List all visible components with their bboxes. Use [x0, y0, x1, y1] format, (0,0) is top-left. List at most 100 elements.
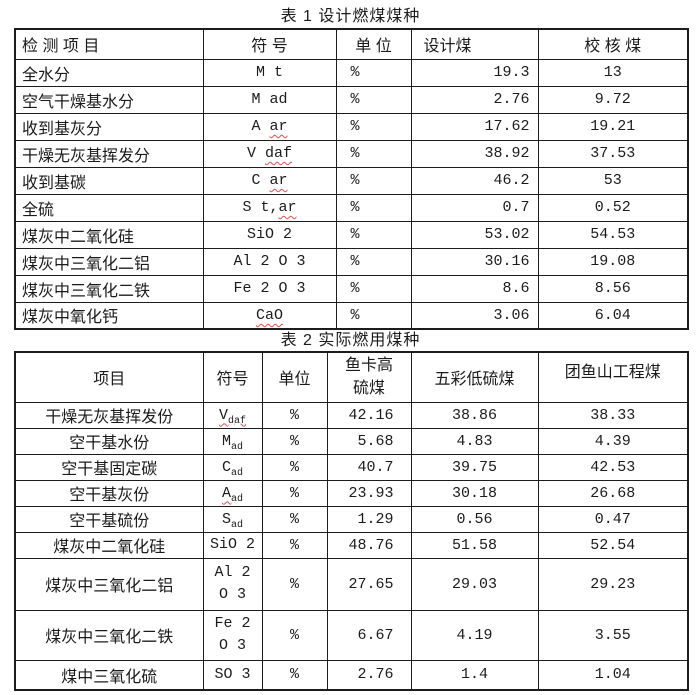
- cell-design-value: 19.3: [410, 58, 539, 87]
- cell-yuka-value: 5.68: [326, 427, 412, 455]
- cell-symbol: Al 2 O 3: [202, 247, 337, 276]
- cell-symbol: SiO 2: [202, 220, 337, 249]
- cell-yuka-value: 6.67: [326, 609, 412, 661]
- cell-unit: %: [335, 166, 412, 195]
- cell-wucai-value: 1.4: [410, 659, 539, 691]
- table1-title: 表 1 设计燃煤煤种: [280, 8, 421, 25]
- cell-unit: %: [335, 220, 412, 249]
- table2-header-row: 项目 符号 单位 鱼卡高 硫煤 五彩低硫煤 团鱼山工程煤: [14, 351, 689, 403]
- cell-symbol: Sad: [202, 505, 263, 533]
- table1-header-row: 检 测 项 目 符 号 单 位 设计煤 校 核 煤: [14, 28, 689, 60]
- cell-tuanyushan-value: 29.23: [537, 557, 689, 611]
- table-row: 煤灰中三氧化二铁 Fe 2 O 3 % 6.67 4.19 3.55: [14, 609, 689, 661]
- cell-unit: %: [335, 139, 412, 168]
- cell-unit: %: [261, 531, 328, 559]
- actual-coal-table: 项目 符号 单位 鱼卡高 硫煤 五彩低硫煤 团鱼山工程煤 干燥无灰基挥发份 Vd…: [14, 351, 689, 691]
- cell-wucai-value: 30.18: [410, 479, 539, 507]
- column-header-unit: 单 位: [335, 28, 412, 60]
- cell-symbol: CaO: [202, 301, 337, 330]
- symbol-subscript: ad: [231, 493, 244, 505]
- cell-unit: %: [261, 453, 328, 481]
- cell-check-value: 19.08: [537, 247, 689, 276]
- cell-item: 煤灰中三氧化二铁: [14, 274, 204, 303]
- cell-symbol: S t,ar: [202, 193, 337, 222]
- design-coal-table: 检 测 项 目 符 号 单 位 设计煤 校 核 煤 全水分 M t % 19.3…: [14, 28, 689, 330]
- cell-unit: %: [261, 557, 328, 611]
- cell-item: 空干基硫份: [14, 505, 204, 533]
- table-row: 煤灰中二氧化硅 SiO 2 % 53.02 54.53: [14, 220, 689, 249]
- cell-tuanyushan-value: 4.39: [537, 427, 689, 455]
- symbol-main: A: [221, 484, 231, 502]
- cell-unit: %: [335, 112, 412, 141]
- table-row: 煤中三氧化硫 SO 3 % 2.76 1.4 1.04: [14, 659, 689, 691]
- cell-item: 煤灰中氧化钙: [14, 301, 204, 330]
- cell-check-value: 37.53: [537, 139, 689, 168]
- symbol-main: S: [221, 510, 231, 528]
- cell-symbol: Aad: [202, 479, 263, 507]
- table-row: 空干基硫份 Sad % 1.29 0.56 0.47: [14, 505, 689, 533]
- symbol-subscript: ad: [231, 467, 244, 479]
- cell-yuka-value: 1.29: [326, 505, 412, 533]
- table-row: 煤灰中氧化钙 CaO % 3.06 6.04: [14, 301, 689, 330]
- cell-tuanyushan-value: 1.04: [537, 659, 689, 691]
- cell-tuanyushan-value: 0.47: [537, 505, 689, 533]
- cell-item: 收到基灰分: [14, 112, 204, 141]
- table-row: 干燥无灰基挥发份 Vdaf % 42.16 38.86 38.33: [14, 401, 689, 429]
- cell-symbol: Fe 2 O 3: [202, 274, 337, 303]
- symbol-main: M: [221, 432, 231, 450]
- cell-symbol: Fe 2 O 3: [202, 609, 263, 661]
- table-row: 煤灰中三氧化二铝 Al 2 O 3 % 30.16 19.08: [14, 247, 689, 276]
- cell-item: 全硫: [14, 193, 204, 222]
- symbol-misspelled-text: Vdaf: [219, 407, 247, 427]
- cell-symbol: M t: [202, 58, 337, 87]
- symbol-text: Fe 2 O 3: [233, 280, 306, 297]
- cell-unit: %: [335, 301, 412, 330]
- column-header-symbol: 符 号: [202, 28, 337, 60]
- column-header-coal-yuka: 鱼卡高 硫煤: [326, 351, 412, 403]
- symbol-text: M ad: [251, 91, 288, 108]
- symbol-text: A: [251, 118, 270, 135]
- cell-yuka-value: 42.16: [326, 401, 412, 429]
- cell-unit: %: [261, 505, 328, 533]
- symbol-misspelled-text: CaO: [255, 306, 283, 324]
- symbol-misspelled-text: Aad: [221, 484, 244, 505]
- table2-title: 表 2 实际燃用煤种: [280, 332, 421, 349]
- column-header-unit: 单位: [261, 351, 328, 403]
- cell-unit: %: [335, 193, 412, 222]
- cell-tuanyushan-value: 52.54: [537, 531, 689, 559]
- cell-yuka-value: 27.65: [326, 557, 412, 611]
- cell-item: 煤灰中二氧化硅: [14, 220, 204, 249]
- cell-design-value: 38.92: [410, 139, 539, 168]
- cell-item: 干燥无灰基挥发分: [14, 139, 204, 168]
- cell-design-value: 30.16: [410, 247, 539, 276]
- cell-wucai-value: 38.86: [410, 401, 539, 429]
- table-row: 煤灰中三氧化二铝 Al 2 O 3 % 27.65 29.03 29.23: [14, 557, 689, 611]
- cell-item: 空干基固定碳: [14, 453, 204, 481]
- table-row: 全水分 M t % 19.3 13: [14, 58, 689, 87]
- symbol-text: V: [246, 145, 265, 162]
- cell-check-value: 13: [537, 58, 689, 87]
- column-header-coal-wucai: 五彩低硫煤: [410, 351, 539, 403]
- cell-item: 空气干燥基水分: [14, 85, 204, 114]
- cell-design-value: 2.76: [410, 85, 539, 114]
- cell-yuka-value: 23.93: [326, 479, 412, 507]
- cell-design-value: 3.06: [410, 301, 539, 330]
- cell-unit: %: [335, 247, 412, 276]
- cell-item: 煤灰中三氧化二铝: [14, 557, 204, 611]
- cell-design-value: 53.02: [410, 220, 539, 249]
- cell-symbol: M ad: [202, 85, 337, 114]
- cell-check-value: 8.56: [537, 274, 689, 303]
- table-row: 煤灰中三氧化二铁 Fe 2 O 3 % 8.6 8.56: [14, 274, 689, 303]
- cell-wucai-value: 4.83: [410, 427, 539, 455]
- symbol-misspelled-text: ar: [278, 199, 297, 216]
- symbol-main: C: [221, 458, 231, 476]
- column-header-design: 设计煤: [410, 28, 539, 60]
- symbol-subscript: ad: [231, 519, 244, 531]
- cell-design-value: 17.62: [410, 112, 539, 141]
- cell-item: 煤灰中三氧化二铝: [14, 247, 204, 276]
- table-row: 全硫 S t,ar % 0.7 0.52: [14, 193, 689, 222]
- column-header-symbol: 符号: [202, 351, 263, 403]
- table-row: 煤灰中二氧化硅 SiO 2 % 48.76 51.58 52.54: [14, 531, 689, 559]
- symbol-subscript: daf: [228, 415, 247, 427]
